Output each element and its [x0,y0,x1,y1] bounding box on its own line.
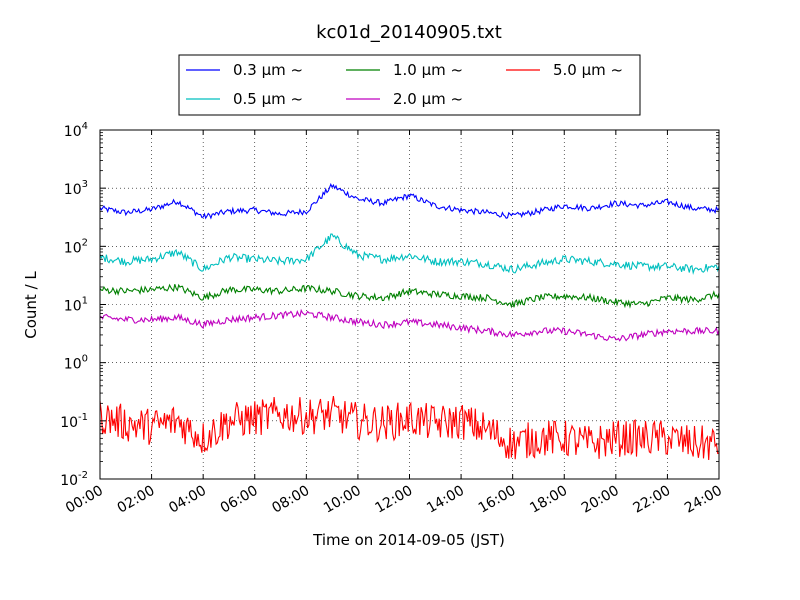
series-line-2 [99,283,720,309]
y-axis-label: Count / L [22,271,40,339]
x-tick-label: 10:00 [321,483,364,517]
y-tick-label: 10-1 [60,412,88,431]
legend-entry-2: 1.0 μm ~ [393,61,463,79]
series-line-0 [99,182,720,220]
y-tick-label: 102 [64,237,88,256]
series-line-4 [99,396,720,461]
series-line-3 [99,308,720,342]
y-tick-label: 100 [64,354,88,373]
legend-entry-4: 5.0 μm ~ [553,61,623,79]
x-tick-label: 06:00 [218,483,261,517]
x-tick-label: 16:00 [476,483,519,517]
x-tick-label: 02:00 [115,483,158,517]
legend-entry-3: 2.0 μm ~ [393,90,463,108]
series-line-1 [99,233,720,275]
chart-title: kc01d_20140905.txt [316,22,502,43]
y-tick-label: 104 [64,121,88,140]
x-tick-label: 14:00 [424,483,467,517]
legend: 0.3 μm ~ 0.5 μm ~ 1.0 μm ~ 2.0 μm ~ 5.0 μm ~ [178,54,641,116]
y-tick-label: 101 [64,296,88,315]
legend-entry-0: 0.3 μm ~ [233,61,303,79]
x-tick-label: 18:00 [527,483,570,517]
x-tick-label: 20:00 [579,483,622,517]
legend-box [178,54,641,116]
y-tick-label: 103 [64,179,88,198]
series-layer [99,182,720,461]
x-tick-label: 04:00 [166,483,209,517]
y-tick-label: 10-2 [60,470,88,489]
x-tick-label: 12:00 [373,483,416,517]
x-tick-label: 24:00 [682,483,725,517]
x-tick-label: 22:00 [630,483,673,517]
x-tick-label: 08:00 [269,483,312,517]
x-axis-label: Time on 2014-09-05 (JST) [312,531,505,549]
legend-entry-1: 0.5 μm ~ [233,90,303,108]
